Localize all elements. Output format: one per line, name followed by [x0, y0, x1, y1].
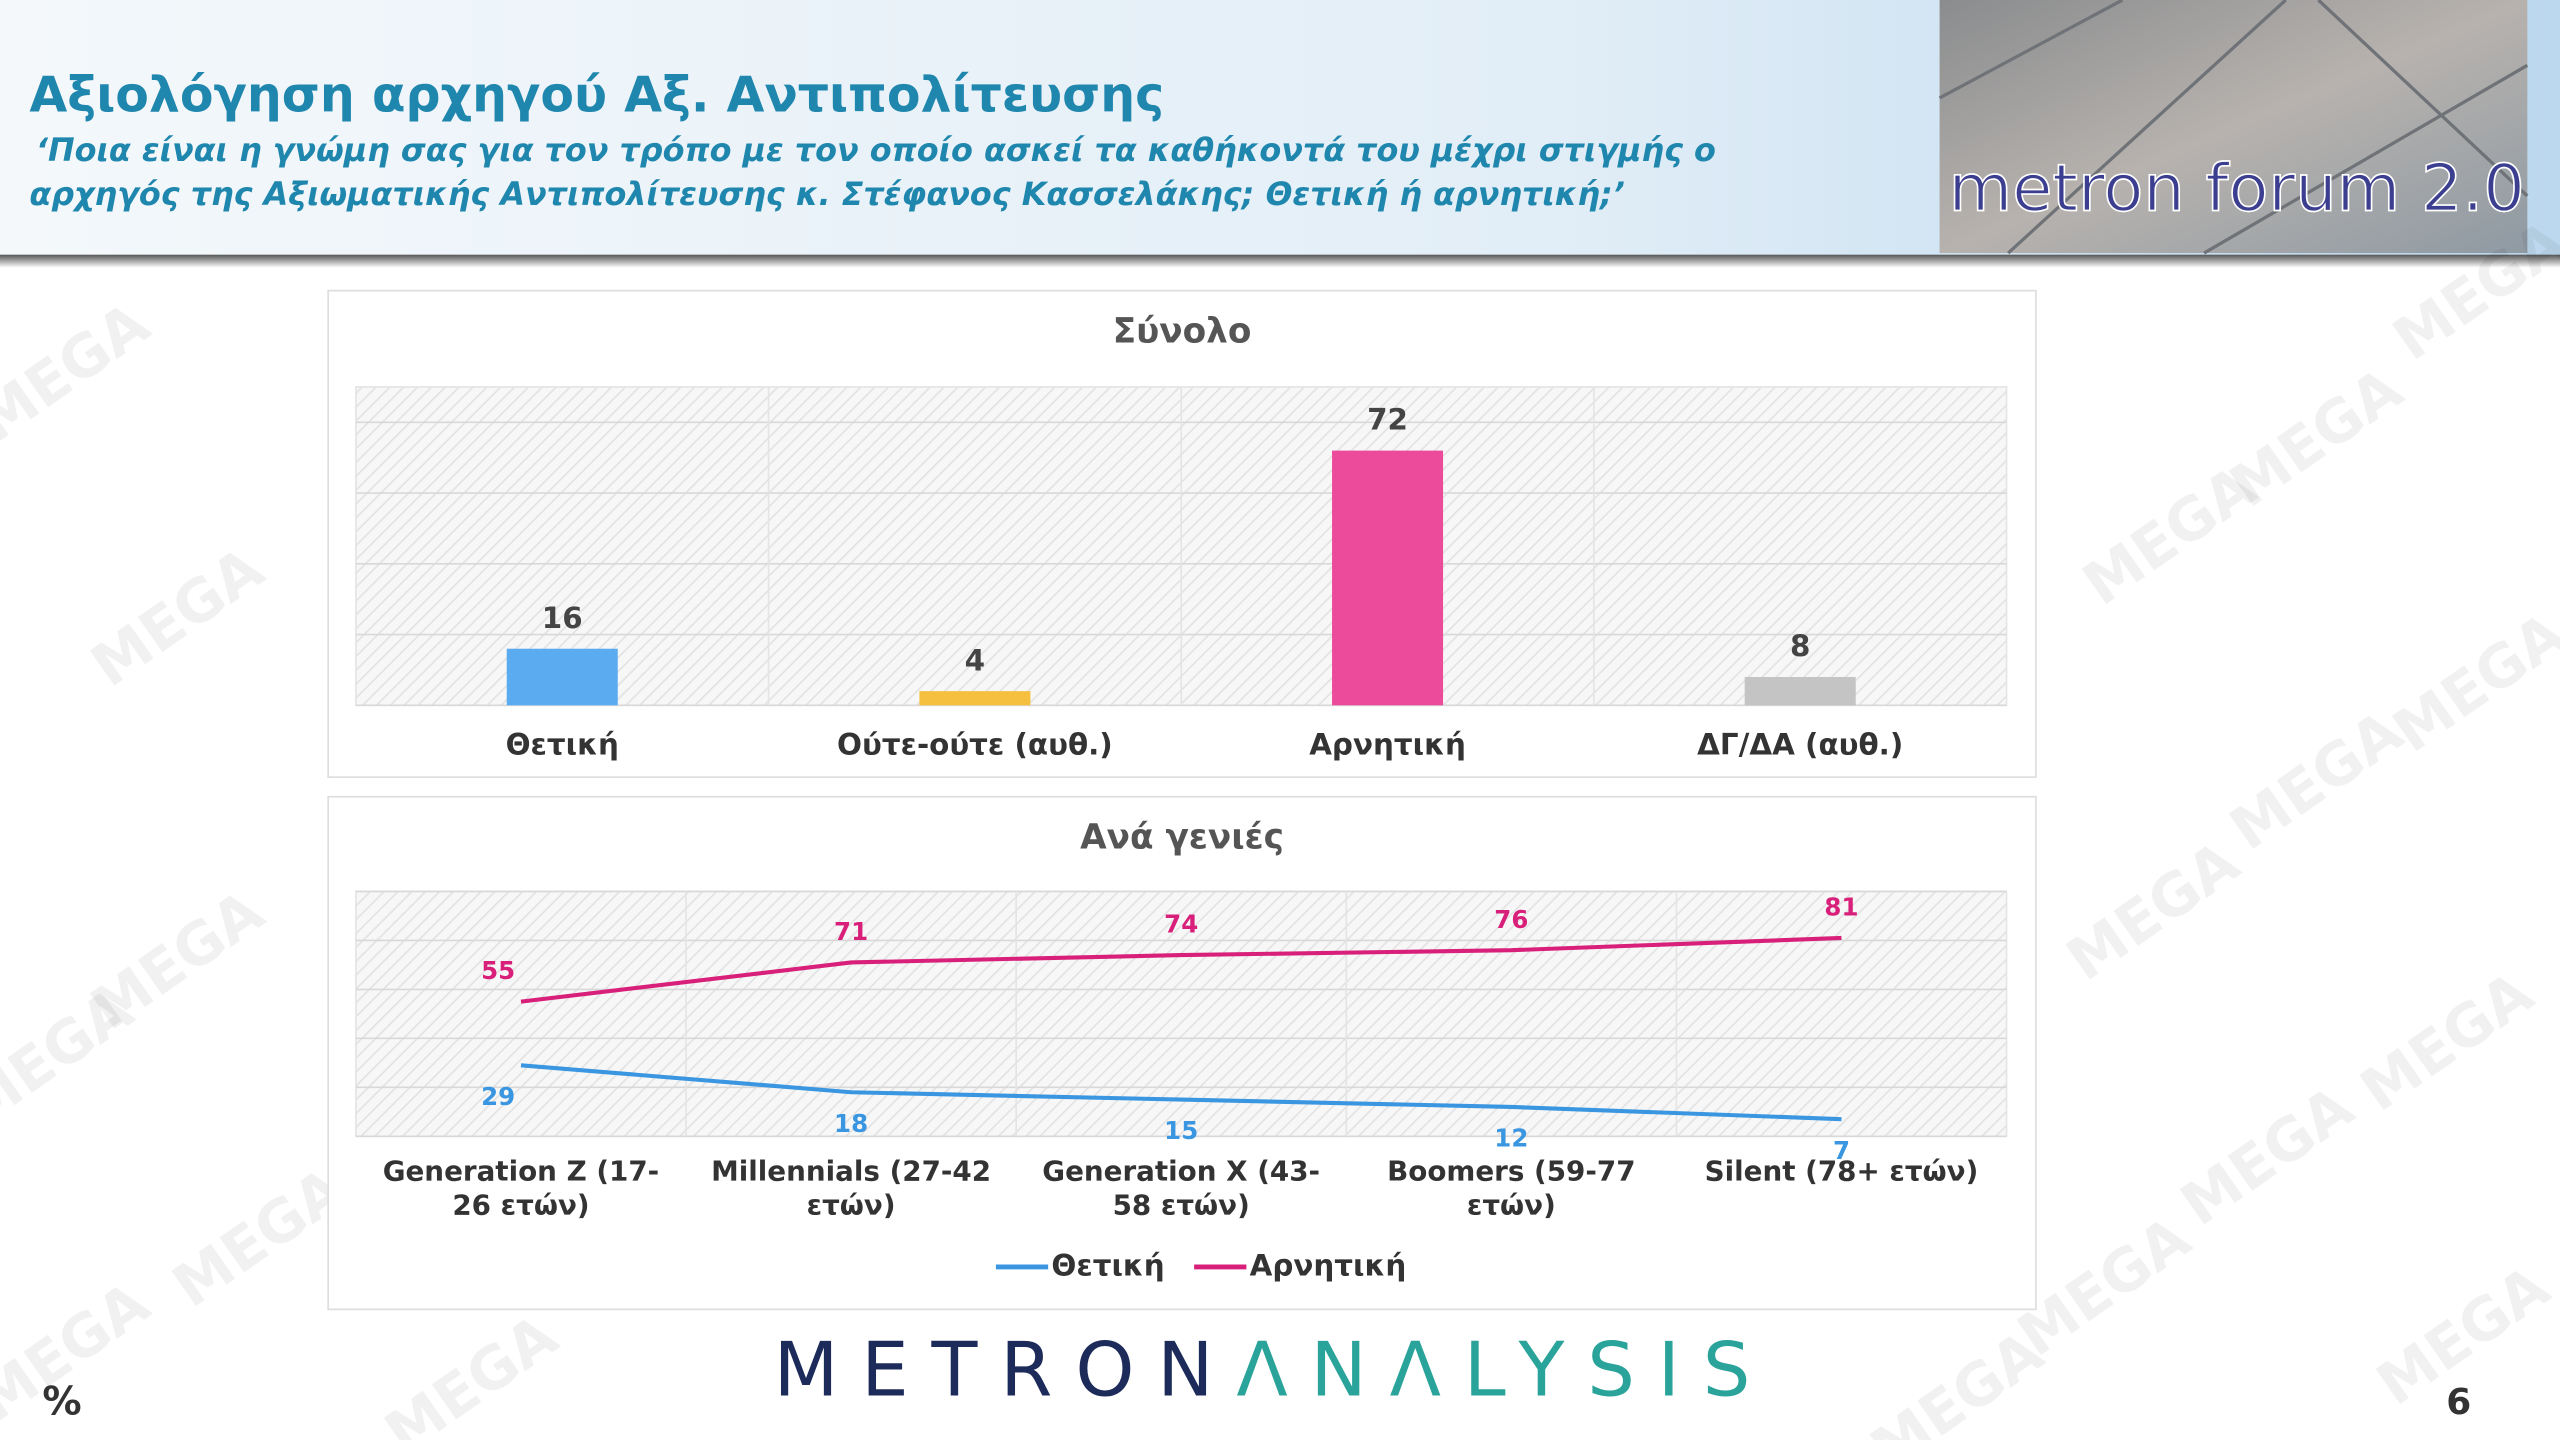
data-label: 8 — [1790, 629, 1810, 663]
subtitle: ‘Ποια είναι η γνώμη σας για τον τρόπο με… — [36, 131, 1716, 169]
chart-title: Σύνολο — [1113, 312, 1252, 352]
x-tick-label: ΔΓ/ΔΑ (αυθ.) — [1697, 728, 1903, 762]
photo-lines — [1938, 0, 2529, 255]
bar — [506, 648, 618, 706]
data-label: 74 — [1164, 910, 1198, 939]
logo: METRONΛNΛLYSIS — [774, 1325, 1774, 1413]
logo-part: METRON — [774, 1325, 1237, 1413]
x-tick-label: Silent (78+ ετών) — [1704, 1155, 1979, 1189]
x-tick-label: Boomers (59-77 ετών) — [1387, 1155, 1636, 1223]
data-label: 76 — [1494, 905, 1528, 934]
x-tick-label-box: Boomers (59-77 ετών) — [1387, 1155, 1636, 1223]
data-label: 55 — [481, 956, 515, 985]
x-tick-label-box: Millennials (27-42 ετών) — [711, 1155, 992, 1223]
data-label: 72 — [1367, 403, 1408, 437]
data-label: 16 — [542, 601, 583, 635]
watermark: MEGA — [79, 533, 277, 700]
legend-label: Αρνητική — [1250, 1248, 1407, 1282]
data-label: 71 — [834, 917, 868, 946]
charts: Σύνολο Θετική Ούτε-ούτε (αυθ.) Αρνητική ΔΓ/Δ… — [355, 312, 2008, 1282]
logo-part: ΛNΛLYSIS — [1236, 1325, 1773, 1413]
x-tick-label: Generation Z (17-26 ετών) — [382, 1155, 660, 1223]
watermark: MEGA — [2217, 696, 2415, 863]
watermark: MEGA — [2348, 958, 2546, 1125]
data-label: 4 — [965, 643, 985, 677]
data-label: 81 — [1824, 893, 1858, 922]
watermark: MEGA — [0, 288, 162, 455]
page-number: 6 — [2446, 1382, 2471, 1423]
data-label: 15 — [1164, 1116, 1198, 1145]
line — [520, 935, 1842, 1004]
x-tick-label-box: Silent (78+ ετών) — [1704, 1155, 1979, 1189]
line — [520, 1063, 1842, 1122]
watermark: MEGA — [2168, 1072, 2366, 1239]
legend-label: Θετική — [1051, 1248, 1164, 1282]
title: Αξιολόγηση αρχηγού Αξ. Αντιπολίτευσης — [29, 66, 1164, 123]
bar — [1332, 450, 1444, 706]
watermark: MEGA — [2381, 598, 2560, 765]
watermark: MEGA — [2217, 354, 2415, 521]
header-photo — [1939, 0, 2528, 254]
x-tick-label: Millennials (27-42 ετών) — [711, 1155, 992, 1223]
x-tick-label-box: Generation Z (17-26 ετών) — [382, 1155, 660, 1223]
x-tick-label: Ούτε-ούτε (αυθ.) — [837, 728, 1113, 762]
badge: metron forum 2.0 — [1949, 151, 2525, 227]
watermark: MEGA — [1858, 1317, 2056, 1440]
bar — [1744, 677, 1856, 706]
subtitle: αρχηγός της Αξιωματικής Αντιπολίτευσης κ… — [29, 175, 1624, 213]
data-label: 29 — [481, 1082, 515, 1111]
header-shadow — [0, 254, 2560, 268]
x-tick-label: Generation X (43-58 ετών) — [1042, 1155, 1321, 1223]
chart-title: Ανά γενιές — [1080, 818, 1284, 858]
x-tick-label-box: Generation X (43-58 ετών) — [1042, 1155, 1321, 1223]
data-label: 12 — [1494, 1124, 1528, 1153]
x-tick-label: Αρνητική — [1309, 728, 1466, 762]
watermark: MEGA — [2054, 827, 2252, 994]
data-label: 7 — [1833, 1136, 1850, 1165]
plot-area — [355, 890, 2008, 1138]
watermark: MEGA — [372, 1300, 570, 1440]
data-label: 18 — [834, 1109, 868, 1138]
x-tick-label: Θετική — [506, 728, 619, 762]
unit: % — [42, 1380, 81, 1425]
bar — [919, 691, 1031, 706]
